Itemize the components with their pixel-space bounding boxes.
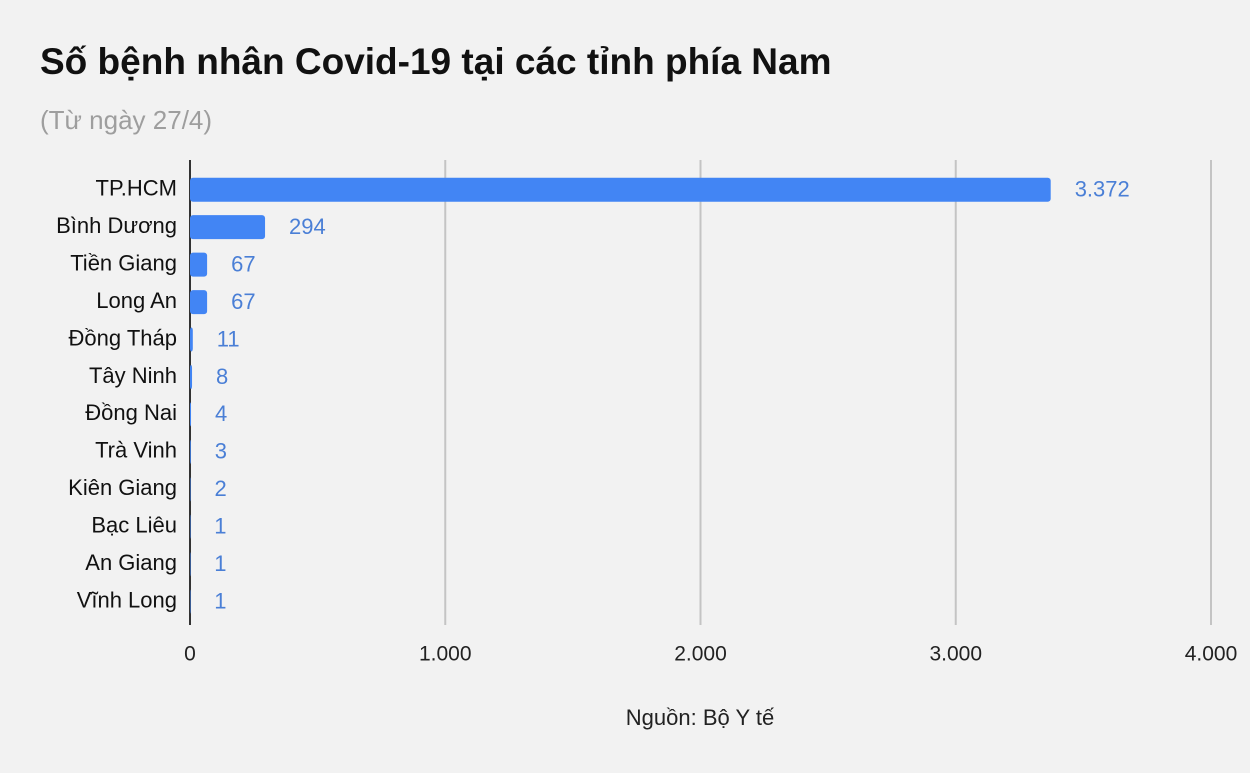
value-label: 3 (215, 439, 227, 464)
bar (190, 177, 1051, 202)
value-label: 3.372 (1075, 177, 1130, 202)
value-label: 4 (215, 401, 227, 426)
bar (190, 402, 192, 427)
x-tick-label: 3.000 (929, 643, 982, 666)
value-label: 2 (215, 476, 227, 501)
y-tick-label: Tây Ninh (89, 363, 177, 388)
value-label: 1 (214, 588, 226, 613)
value-label: 1 (214, 551, 226, 576)
bar (190, 439, 191, 464)
y-tick-label: Bạc Liêu (91, 513, 177, 538)
y-tick-label: TP.HCM (96, 176, 178, 201)
y-tick-label: Đồng Tháp (69, 325, 177, 350)
value-label: 294 (289, 214, 326, 239)
bar (190, 327, 193, 352)
bar (190, 290, 208, 315)
y-tick-label: Long An (96, 288, 177, 313)
source: Nguồn: Bộ Y tế (626, 705, 774, 730)
x-tick-label: 0 (184, 643, 196, 666)
y-tick-label: Đồng Nai (85, 400, 177, 425)
bar (190, 589, 191, 614)
bar (190, 364, 193, 389)
y-tick-label: Trà Vinh (95, 438, 177, 463)
chart-title: Số bệnh nhân Covid-19 tại các tỉnh phía … (40, 41, 832, 82)
value-label: 8 (216, 364, 228, 389)
value-label: 67 (231, 251, 255, 276)
x-tick-label: 1.000 (419, 643, 472, 666)
chart-subtitle: (Từ ngày 27/4) (40, 105, 212, 135)
y-tick-label: Tiền Giang (70, 250, 177, 275)
x-tick-label: 4.000 (1185, 643, 1238, 666)
bar (190, 477, 191, 502)
x-tick-label: 2.000 (674, 643, 727, 666)
bar (190, 252, 208, 277)
y-tick-label: Vĩnh Long (77, 587, 177, 612)
y-tick-label: Bình Dương (56, 213, 177, 238)
value-label: 11 (217, 326, 240, 351)
value-label: 67 (231, 289, 255, 314)
bar (190, 514, 191, 539)
bar (190, 552, 191, 577)
y-tick-label: Kiên Giang (68, 475, 177, 500)
bar (190, 215, 266, 240)
y-tick-label: An Giang (85, 550, 177, 575)
value-label: 1 (214, 514, 226, 539)
